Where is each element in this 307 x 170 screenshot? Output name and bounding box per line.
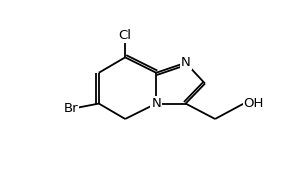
Text: N: N <box>151 97 161 110</box>
Text: OH: OH <box>244 97 264 110</box>
Text: Cl: Cl <box>119 29 132 42</box>
Text: N: N <box>181 56 191 69</box>
Text: Br: Br <box>64 103 78 115</box>
